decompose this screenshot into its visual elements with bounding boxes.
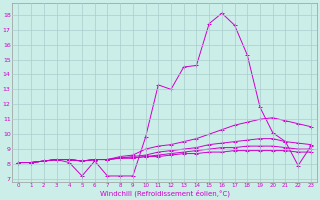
X-axis label: Windchill (Refroidissement éolien,°C): Windchill (Refroidissement éolien,°C)	[100, 190, 230, 197]
